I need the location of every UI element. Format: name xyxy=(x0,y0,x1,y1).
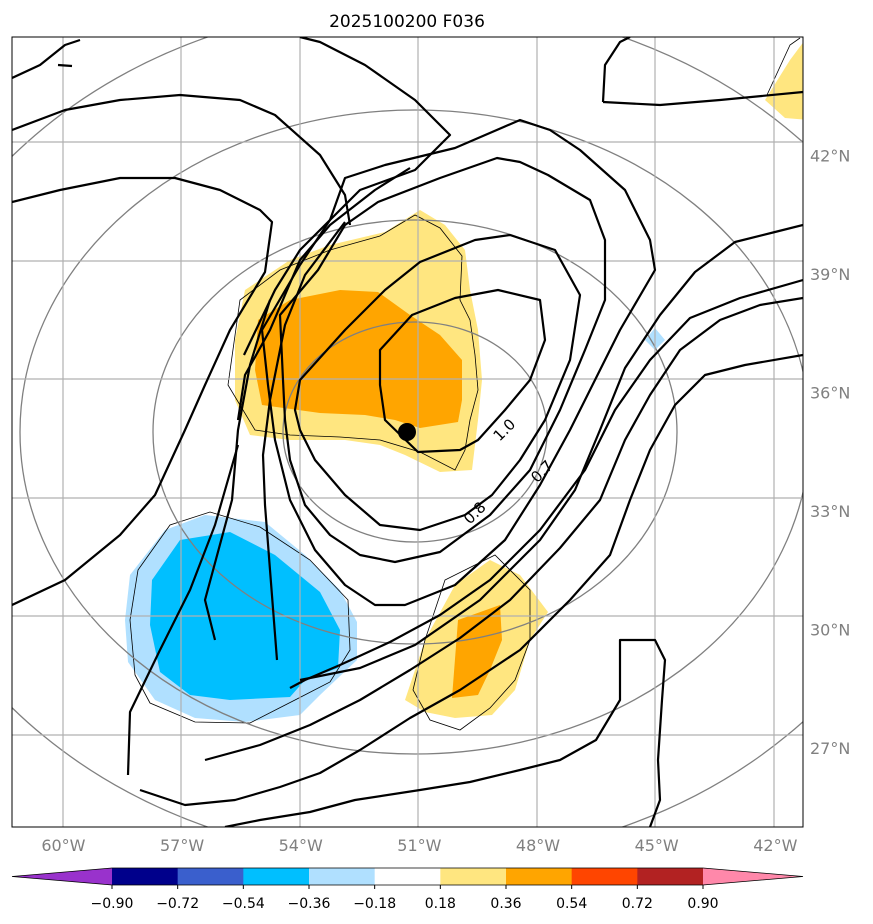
contour-line xyxy=(203,299,272,641)
colorbar-tick-label: 0.18 xyxy=(425,896,456,912)
contour-line xyxy=(12,38,81,79)
chart-title: 2025100200 F036 xyxy=(329,12,485,32)
thin-outline-northeast xyxy=(766,37,801,96)
contour-line xyxy=(12,93,352,226)
colorbar-segment xyxy=(571,868,638,885)
colorbar-tick-label: 0.54 xyxy=(556,896,587,912)
x-tick-label: 42°W xyxy=(753,836,797,855)
colorbar-tick-label: −0.90 xyxy=(91,896,134,912)
colorbar-segment xyxy=(637,868,704,885)
x-tick-label: 51°W xyxy=(397,836,441,855)
colorbar-tick-label: 0.36 xyxy=(490,896,521,912)
contour-line xyxy=(278,156,607,564)
colorbar-segment xyxy=(440,868,507,885)
map-frame xyxy=(11,36,804,828)
contour-line xyxy=(601,37,631,103)
colorbar-segment xyxy=(112,868,179,885)
contour-line xyxy=(126,444,240,776)
contour-line xyxy=(260,118,657,607)
x-tick-labels: 60°W 57°W 54°W 51°W 48°W 45°W 42°W xyxy=(41,836,797,855)
contour-label: 1.0 xyxy=(490,415,520,445)
y-tick-label: 33°N xyxy=(810,502,850,521)
y-tick-label: 42°N xyxy=(810,147,850,166)
colorbar-segment xyxy=(309,868,376,885)
contour-line xyxy=(299,223,803,682)
contour-line xyxy=(12,176,274,606)
colorbar-extend-min xyxy=(12,868,112,885)
contour-lines xyxy=(12,37,803,827)
y-tick-label: 30°N xyxy=(810,621,850,640)
contour-line xyxy=(204,296,803,762)
colorbar-tick-label: −0.72 xyxy=(156,896,199,912)
shading xyxy=(125,42,803,722)
y-tick-labels: 42°N 39°N 36°N 33°N 30°N 27°N xyxy=(810,147,850,759)
x-tick-label: 54°W xyxy=(279,836,323,855)
colorbar-tick-label: −0.36 xyxy=(288,896,331,912)
colorbar-segment xyxy=(506,868,573,885)
contour-line xyxy=(261,221,346,661)
colorbar-tick-label: −0.54 xyxy=(222,896,265,912)
x-tick-label: 60°W xyxy=(41,836,85,855)
colorbar: −0.90 −0.72 −0.54 −0.36 −0.18 0.18 0.36 0.54 0.7… xyxy=(11,867,804,912)
contour-label: 0.8 xyxy=(460,498,490,528)
colorbar-segment xyxy=(374,868,441,885)
y-tick-label: 36°N xyxy=(810,384,850,403)
y-tick-label: 39°N xyxy=(810,265,850,284)
contour-line xyxy=(57,63,73,68)
contour-line xyxy=(139,353,803,807)
contour-line xyxy=(293,233,582,532)
contour-line xyxy=(289,278,803,689)
orange-region-center xyxy=(255,290,462,428)
colorbar-extend-max xyxy=(703,868,803,885)
x-tick-label: 48°W xyxy=(516,836,560,855)
contour-line xyxy=(378,288,547,454)
contour-line xyxy=(243,37,452,356)
y-tick-label: 27°N xyxy=(810,739,850,758)
x-tick-label: 57°W xyxy=(160,836,204,855)
storm-center-marker xyxy=(398,423,416,441)
thin-outline-center xyxy=(227,214,479,471)
colorbar-tick-label: −0.18 xyxy=(353,896,396,912)
range-ring-1 xyxy=(282,321,548,543)
colorbar-segment xyxy=(177,868,244,885)
range-ring-3 xyxy=(19,109,803,755)
colorbar-tick-label: 0.90 xyxy=(687,896,718,912)
contour-line xyxy=(224,638,667,827)
contour-line xyxy=(236,167,411,421)
orange-region-south xyxy=(452,605,502,698)
colorbar-tick-label: 0.72 xyxy=(622,896,653,912)
colorbar-segment xyxy=(243,868,310,885)
contour-line xyxy=(602,90,803,107)
thin-outline-south xyxy=(412,554,531,731)
x-tick-label: 45°W xyxy=(635,836,679,855)
